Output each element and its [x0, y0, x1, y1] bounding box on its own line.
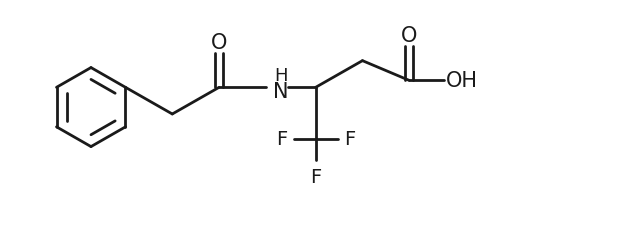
Text: O: O [211, 33, 227, 53]
Text: H: H [274, 67, 287, 85]
Text: OH: OH [446, 71, 478, 91]
Text: F: F [344, 130, 355, 148]
Text: F: F [276, 130, 287, 148]
Text: O: O [401, 26, 417, 46]
Text: N: N [273, 82, 289, 102]
Text: F: F [310, 167, 321, 186]
